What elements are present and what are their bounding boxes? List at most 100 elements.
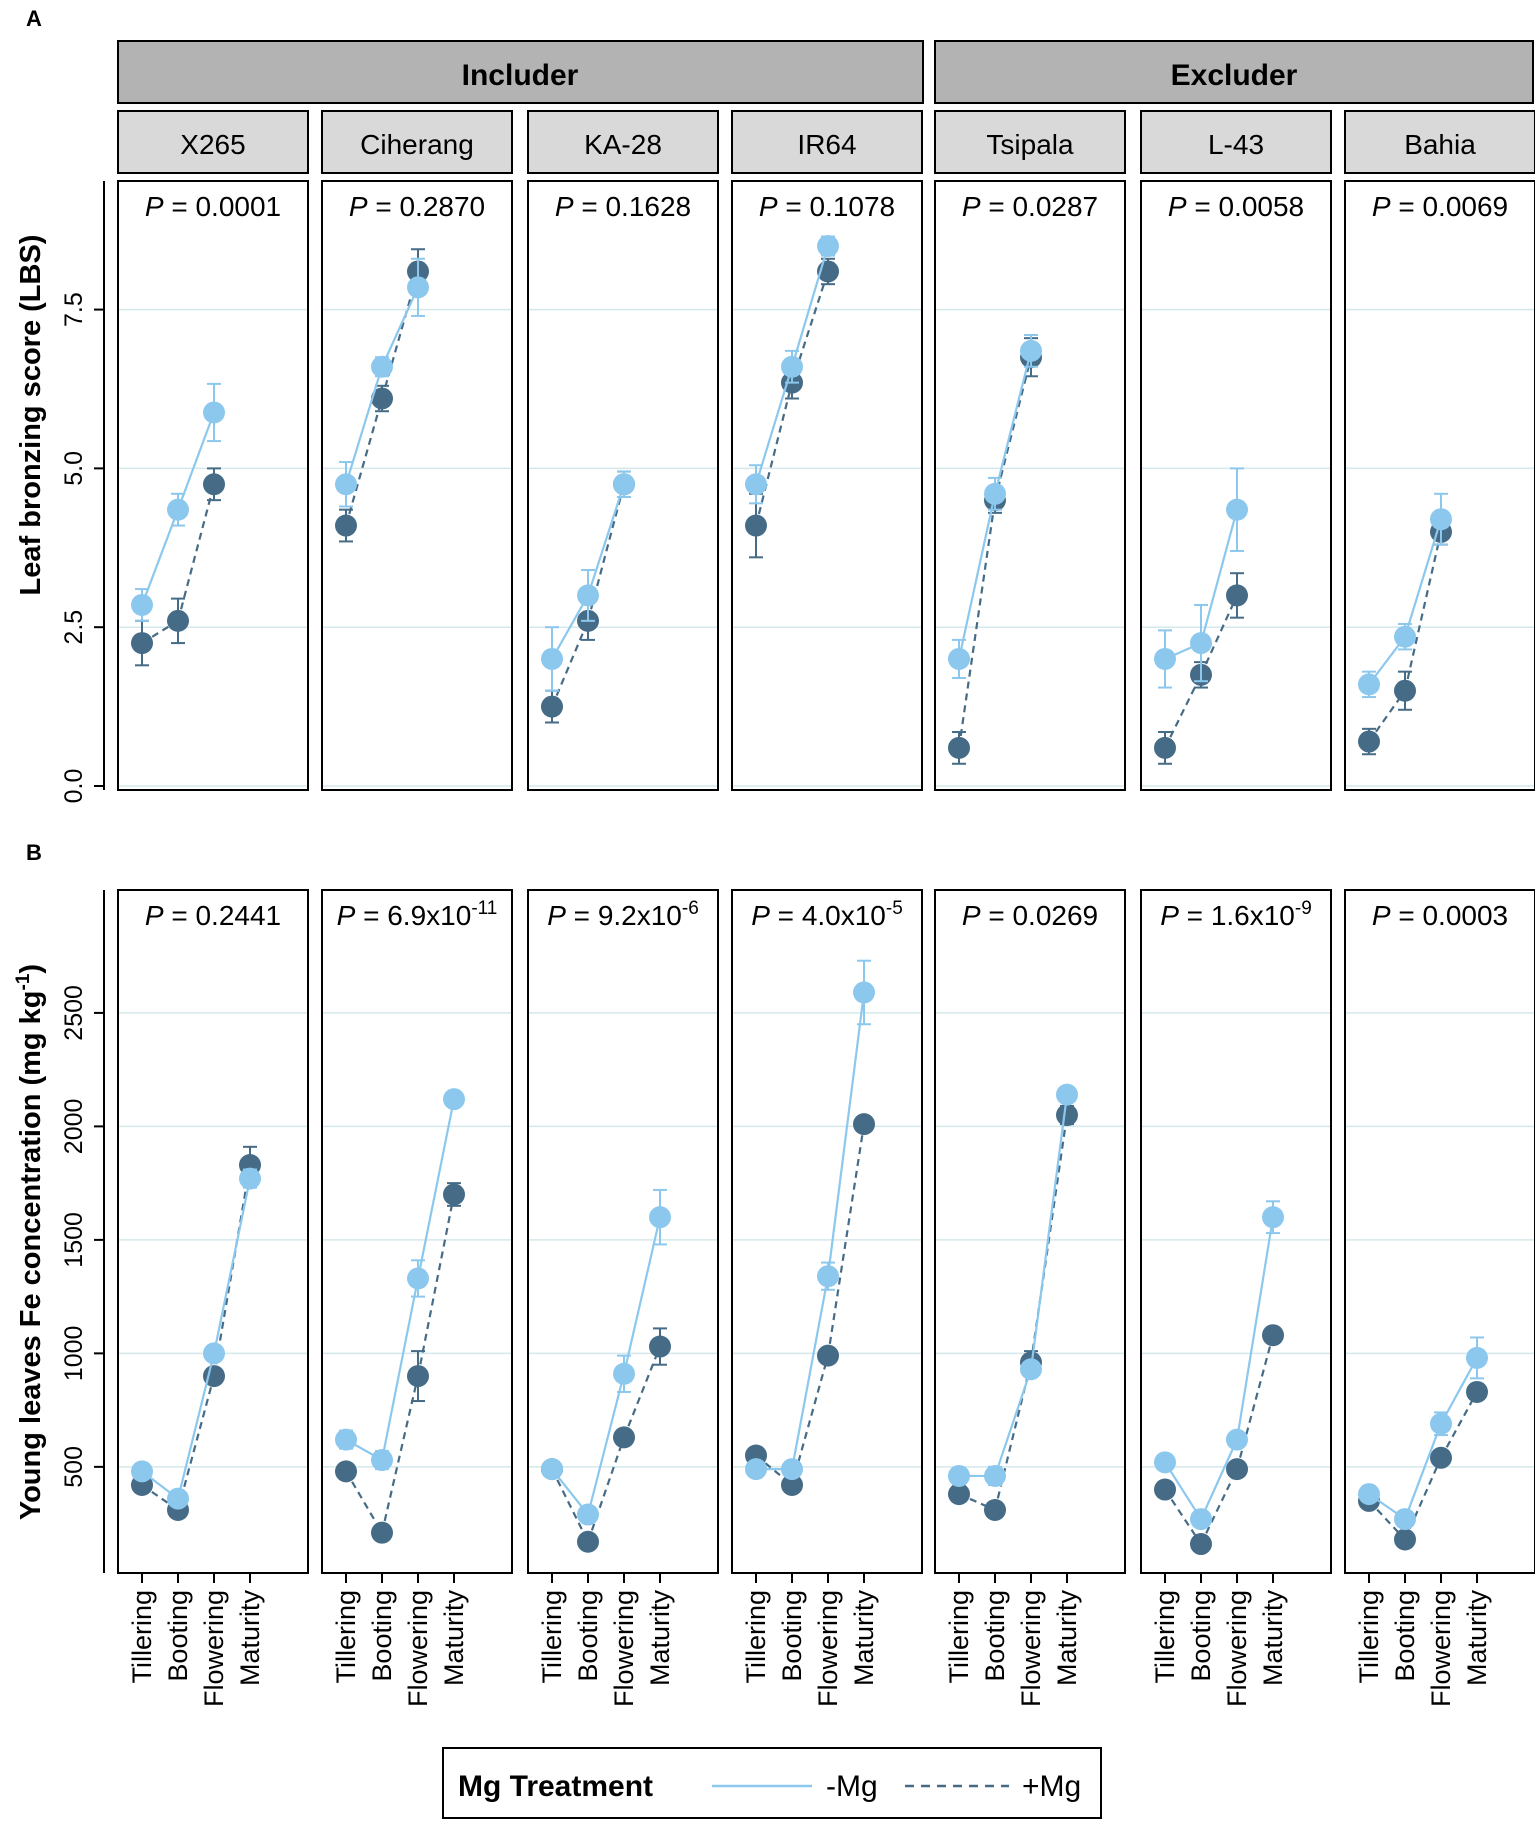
data-point bbox=[1056, 1083, 1078, 1106]
x-tick-label-5-1: Booting bbox=[1186, 1590, 1216, 1682]
data-point bbox=[443, 1183, 465, 1206]
p-symbol: P bbox=[1372, 191, 1391, 222]
series-line-segment bbox=[957, 499, 997, 749]
x-tick-label-1-3: Maturity bbox=[439, 1590, 469, 1687]
data-point bbox=[745, 514, 767, 537]
y-tick-label-b-3: 2000 bbox=[60, 1099, 88, 1155]
data-point bbox=[1358, 1483, 1380, 1506]
x-tick-label-2-3: Maturity bbox=[645, 1590, 675, 1687]
cultivar-strips: X265 Ciherang KA-28 IR64 Tsipala L-43 Bahia bbox=[117, 110, 1535, 174]
facet-a-ka-28: P = 0.1628 bbox=[527, 180, 719, 791]
data-point bbox=[745, 473, 767, 496]
data-point bbox=[1190, 632, 1212, 655]
data-point bbox=[613, 1362, 635, 1385]
data-point bbox=[984, 1464, 1006, 1487]
x-tick-label-6-1: Booting bbox=[1390, 1590, 1420, 1682]
p-value-b-1: P = 6.9x10-11 bbox=[337, 898, 498, 931]
p-value-base: 4.0x10 bbox=[802, 900, 886, 931]
group-label-includer: Includer bbox=[462, 59, 579, 92]
data-point bbox=[335, 514, 357, 537]
data-point bbox=[131, 593, 153, 616]
p-value-number: 0.0287 bbox=[1012, 191, 1098, 222]
legend-minus-label: -Mg bbox=[826, 1770, 878, 1803]
group-label-excluder: Excluder bbox=[1171, 59, 1298, 92]
series-line-segment bbox=[790, 271, 830, 383]
data-point bbox=[407, 1267, 429, 1290]
p-equals: = bbox=[1391, 900, 1423, 931]
series-line-segment bbox=[1368, 1500, 1406, 1541]
data-point bbox=[407, 276, 429, 299]
y-axis-label-b: Young leaves Fe concentration (mg kg-1) bbox=[13, 964, 47, 1520]
p-value-number: 0.0069 bbox=[1422, 191, 1508, 222]
data-point bbox=[1466, 1346, 1488, 1369]
series-minus-mg-b-5 bbox=[1154, 1200, 1284, 1531]
data-point bbox=[335, 473, 357, 496]
series-minus-mg-a-5 bbox=[1154, 467, 1248, 689]
p-symbol: P bbox=[349, 191, 368, 222]
p-value-base: 9.2x10 bbox=[598, 900, 682, 931]
series-minus-mg-b-1 bbox=[335, 1088, 465, 1472]
data-point bbox=[1394, 1528, 1416, 1551]
series-line-segment bbox=[754, 382, 794, 526]
p-symbol: P bbox=[547, 900, 566, 931]
p-symbol: P bbox=[337, 900, 356, 931]
series-plus-mg-a-0 bbox=[131, 467, 225, 667]
series-line-segment bbox=[622, 1216, 662, 1375]
panel-label-a: A bbox=[26, 6, 42, 31]
p-symbol: P bbox=[1168, 191, 1187, 222]
facet-frame-b-6 bbox=[1344, 889, 1535, 1574]
p-equals: = bbox=[566, 900, 598, 931]
series-line-segment bbox=[826, 992, 866, 1277]
p-symbol: P bbox=[145, 900, 164, 931]
data-point bbox=[335, 1460, 357, 1483]
data-point bbox=[239, 1167, 261, 1190]
group-strip-excluder bbox=[934, 40, 1534, 104]
x-tick-label-0-0: Tillering bbox=[127, 1590, 157, 1684]
series-line-segment bbox=[416, 1194, 456, 1377]
series-line-segment bbox=[1164, 674, 1202, 749]
legend-box bbox=[442, 1747, 1102, 1819]
p-value-b-6: P = 0.0003 bbox=[1372, 900, 1508, 931]
p-value-number: 0.0001 bbox=[195, 191, 281, 222]
x-tick-label-2-2: Flowering bbox=[609, 1590, 639, 1707]
data-point bbox=[948, 647, 970, 670]
x-tick-label-6-0: Tillering bbox=[1354, 1590, 1384, 1684]
data-point bbox=[1394, 625, 1416, 648]
data-point bbox=[948, 1464, 970, 1487]
data-point bbox=[1394, 1508, 1416, 1531]
p-value-exponent: -5 bbox=[886, 898, 903, 919]
data-point bbox=[984, 482, 1006, 505]
data-point bbox=[371, 387, 393, 410]
data-point bbox=[203, 401, 225, 424]
data-point bbox=[781, 355, 803, 378]
facet-frame-a-6 bbox=[1344, 180, 1535, 791]
facet-a-l-43: P = 0.0058 bbox=[1140, 180, 1332, 791]
data-point bbox=[541, 647, 563, 670]
cultivar-strip-ir64 bbox=[731, 110, 923, 174]
x-tick-label-3-3: Maturity bbox=[849, 1590, 879, 1687]
y-tick-label-b-1: 1000 bbox=[60, 1326, 88, 1382]
p-symbol: P bbox=[962, 900, 981, 931]
series-minus-mg-a-2 bbox=[541, 470, 635, 692]
p-equals: = bbox=[164, 191, 196, 222]
cultivar-label-l-43: L-43 bbox=[1208, 129, 1264, 160]
facet-a-x265: P = 0.0001 bbox=[117, 180, 309, 791]
y-axis-label-b-superscript: -1 bbox=[13, 973, 34, 990]
data-point bbox=[853, 981, 875, 1004]
p-equals: = bbox=[778, 191, 810, 222]
series-line-segment bbox=[380, 1375, 420, 1533]
data-point bbox=[203, 1365, 225, 1388]
data-point bbox=[203, 1342, 225, 1365]
data-point bbox=[1190, 1533, 1212, 1556]
series-line-segment bbox=[416, 1098, 456, 1279]
legend-title: Mg Treatment bbox=[458, 1770, 653, 1803]
y-tick-label-a-1: 2.5 bbox=[60, 610, 88, 645]
data-point bbox=[1466, 1380, 1488, 1403]
y-tick-label-a-0: 0.0 bbox=[60, 769, 88, 804]
data-point bbox=[443, 1088, 465, 1111]
data-point bbox=[1154, 647, 1176, 670]
facet-b-x265: P = 0.2441 bbox=[117, 889, 309, 1583]
data-point bbox=[948, 736, 970, 759]
